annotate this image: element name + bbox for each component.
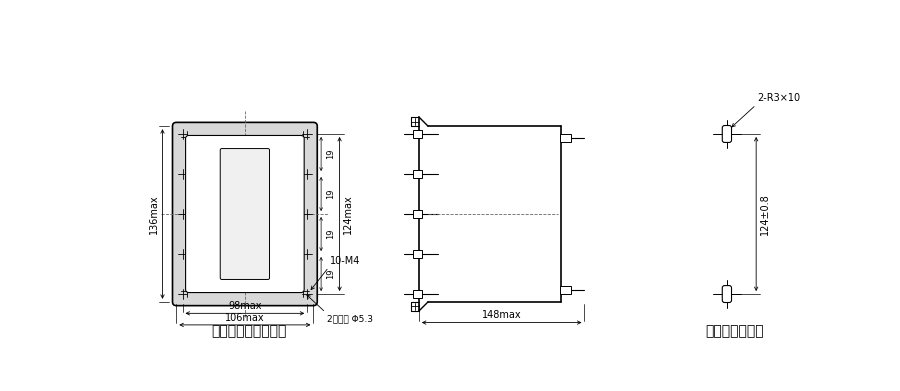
FancyBboxPatch shape <box>560 134 571 142</box>
Text: 10-M4: 10-M4 <box>330 256 361 265</box>
FancyBboxPatch shape <box>173 122 318 306</box>
Text: 98max: 98max <box>228 301 262 311</box>
Text: 2安装孔 Φ5.3: 2安装孔 Φ5.3 <box>328 314 373 323</box>
Text: 148max: 148max <box>482 310 521 320</box>
FancyBboxPatch shape <box>413 290 422 298</box>
Text: 19: 19 <box>326 229 335 239</box>
Text: 19: 19 <box>326 149 335 159</box>
Text: 2-R3×10: 2-R3×10 <box>758 93 801 103</box>
FancyBboxPatch shape <box>220 149 269 280</box>
FancyBboxPatch shape <box>413 170 422 178</box>
Text: 124±0.8: 124±0.8 <box>760 193 770 235</box>
Text: 安装开孔尺寸图: 安装开孔尺寸图 <box>706 324 764 338</box>
Text: 136max: 136max <box>148 194 158 234</box>
Text: 106max: 106max <box>225 312 265 323</box>
Text: 124max: 124max <box>344 194 354 234</box>
FancyBboxPatch shape <box>413 250 422 258</box>
FancyBboxPatch shape <box>723 285 732 303</box>
FancyBboxPatch shape <box>185 135 304 292</box>
FancyBboxPatch shape <box>413 210 422 218</box>
Text: 板前接线外形尺寸图: 板前接线外形尺寸图 <box>211 324 286 338</box>
Text: 19: 19 <box>326 269 335 279</box>
FancyBboxPatch shape <box>560 286 571 294</box>
FancyBboxPatch shape <box>723 126 732 142</box>
FancyBboxPatch shape <box>413 130 422 138</box>
Text: 19: 19 <box>326 189 335 199</box>
